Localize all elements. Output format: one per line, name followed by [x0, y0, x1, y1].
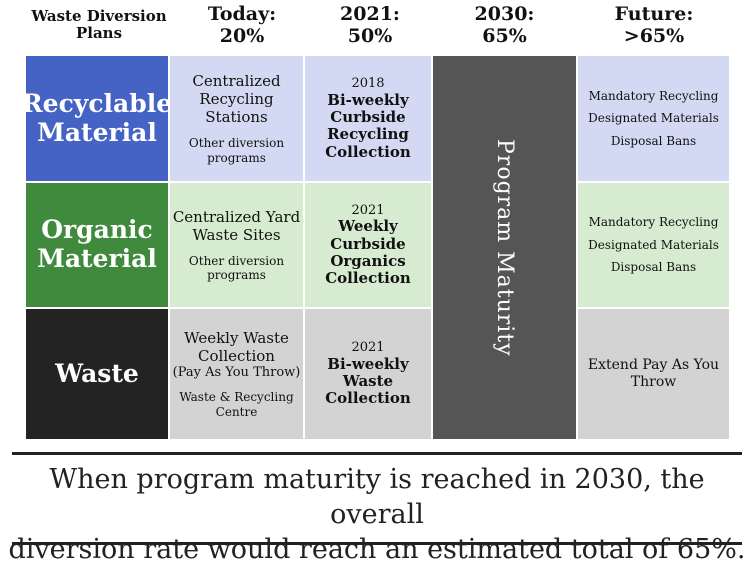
footer-line-2: diversion rate would reach an estimated …	[8, 534, 746, 566]
footer-top-rule	[12, 452, 742, 455]
recyclable-2021-program: Bi-weekly Curbside Recycling Collection	[325, 90, 411, 161]
header-future: Future: >65%	[578, 3, 730, 48]
row-head-organic: Organic Material	[26, 183, 168, 307]
header-plans-label: Waste Diversion Plans	[31, 7, 167, 43]
organic-future-2: Designated Materials	[588, 237, 719, 252]
organic-2021-year: 2021	[351, 202, 385, 218]
cell-organic-2021: 2021 Weekly Curbside Organics Collection	[305, 183, 431, 307]
header-today-value: 20%	[219, 24, 265, 47]
header-2030-label: 2030:	[474, 3, 535, 25]
cell-organic-today: Centralized Yard Waste Sites Other diver…	[170, 183, 303, 307]
cell-recyclable-future: Mandatory Recycling Designated Materials…	[578, 56, 729, 181]
header-2021-label: 2021:	[340, 3, 400, 25]
header-future-label: Future:	[614, 3, 694, 25]
cell-waste-2021: 2021 Bi-weekly Waste Collection	[305, 309, 431, 439]
row-head-recyclable: Recyclable Material	[22, 56, 172, 181]
footer-statement: When program maturity is reached in 2030…	[0, 462, 754, 567]
row-head-waste: Waste	[26, 309, 168, 439]
organic-future-3: Disposal Bans	[610, 260, 697, 275]
header-future-value: >65%	[623, 24, 685, 47]
recyclable-future-2: Designated Materials	[588, 111, 719, 126]
organic-2021-program: Weekly Curbside Organics Collection	[325, 217, 411, 288]
recyclable-today-sub: Other diversion programs	[188, 136, 285, 165]
waste-2021-program: Bi-weekly Waste Collection	[325, 354, 411, 408]
header-2030-value: 65%	[482, 24, 527, 47]
footer-bottom-rule	[12, 542, 742, 545]
recyclable-future-1: Mandatory Recycling	[588, 88, 719, 103]
cell-recyclable-today: Centralized Recycling Stations Other div…	[170, 56, 303, 181]
waste-today-main2: (Pay As You Throw)	[172, 364, 301, 380]
organic-today-main: Centralized Yard Waste Sites	[172, 207, 301, 244]
program-maturity-label: Program Maturity	[492, 138, 517, 357]
organic-today-sub: Other diversion programs	[188, 253, 285, 282]
waste-today-sub: Waste & Recycling Centre	[179, 390, 294, 419]
recyclable-future-3: Disposal Bans	[610, 133, 697, 148]
recyclable-2021-year: 2018	[351, 76, 385, 92]
header-2030: 2030: 65%	[433, 3, 576, 48]
waste-future: Extend Pay As You Throw	[587, 357, 720, 390]
cell-waste-today: Weekly Waste Collection (Pay As You Thro…	[170, 309, 303, 439]
cell-organic-future: Mandatory Recycling Designated Materials…	[578, 183, 729, 307]
cell-waste-future: Extend Pay As You Throw	[578, 309, 729, 439]
header-2021: 2021: 50%	[306, 3, 434, 48]
waste-today-main: Weekly Waste Collection	[184, 328, 289, 365]
diversion-grid: Recyclable Material Centralized Recyclin…	[22, 56, 729, 439]
recyclable-today-main: Centralized Recycling Stations	[192, 72, 281, 127]
organic-future-1: Mandatory Recycling	[588, 215, 719, 230]
cell-recyclable-2021: 2018 Bi-weekly Curbside Recycling Collec…	[305, 56, 431, 181]
header-today: Today: 20%	[178, 3, 306, 48]
footer-line-1: When program maturity is reached in 2030…	[49, 464, 705, 531]
program-maturity-column: Program Maturity	[433, 56, 576, 439]
header-2021-value: 50%	[347, 24, 393, 47]
header-today-label: Today:	[207, 3, 277, 25]
waste-2021-year: 2021	[351, 340, 385, 356]
